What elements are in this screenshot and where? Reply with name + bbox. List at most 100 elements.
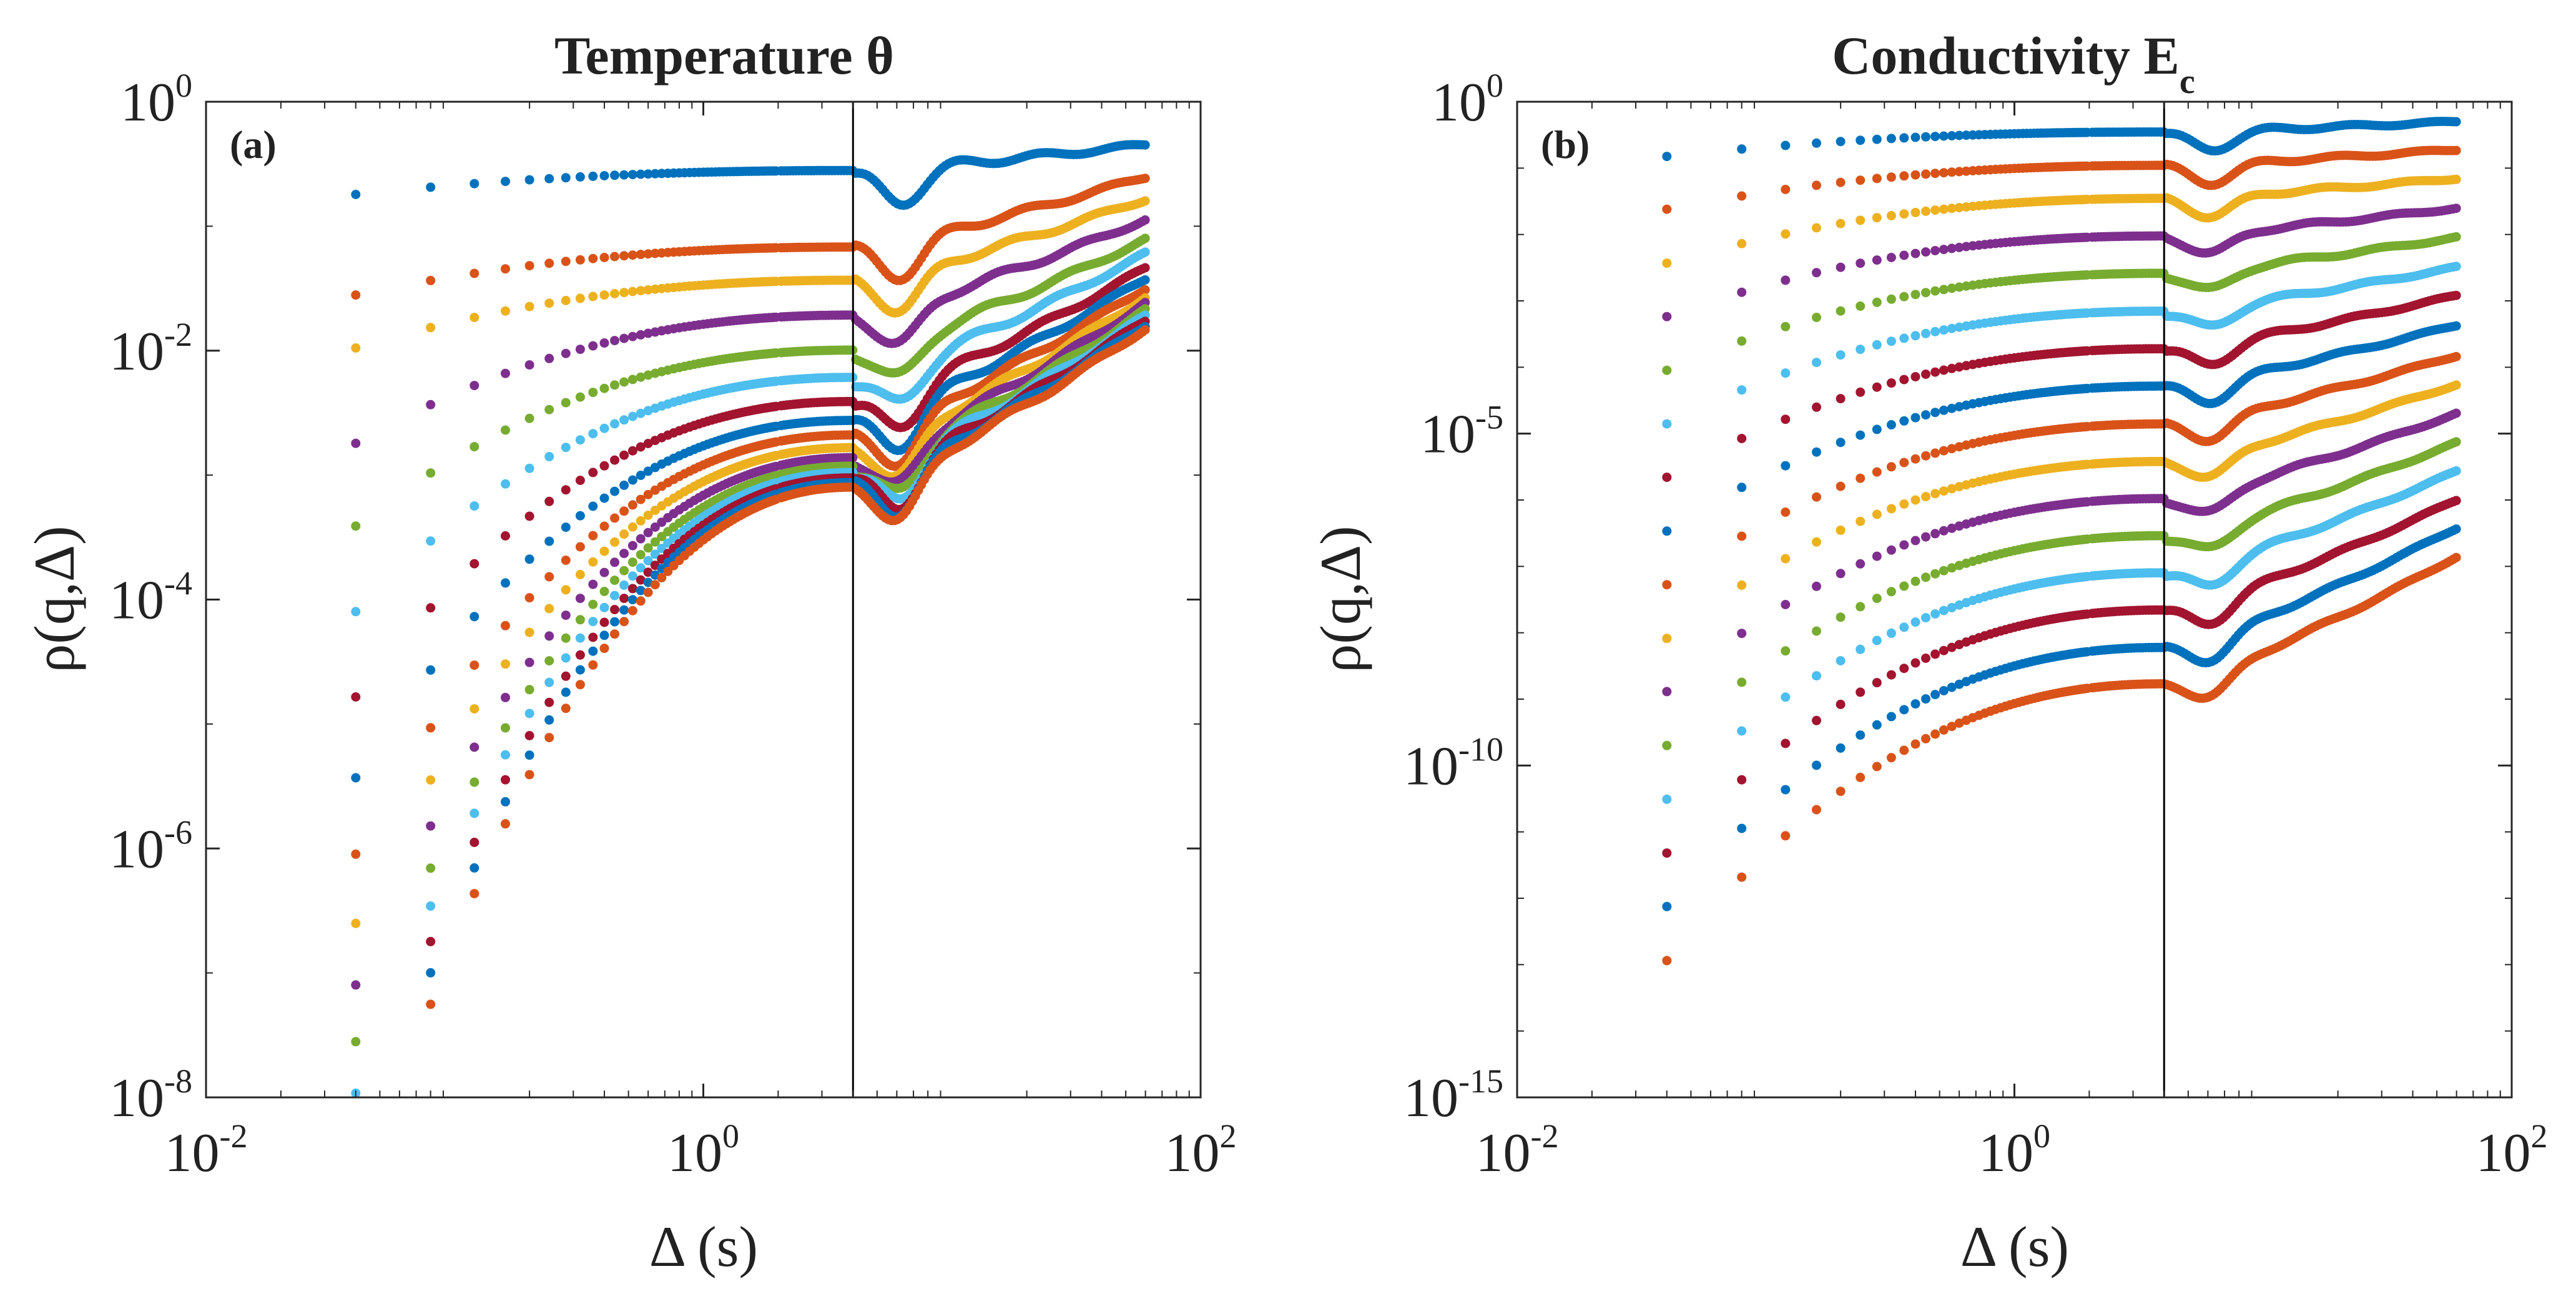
panel-b-point xyxy=(1886,587,1896,597)
panel-a-point xyxy=(627,250,637,260)
panel-a-point xyxy=(643,527,653,537)
panel-b-point xyxy=(1921,451,1930,461)
panel-b-point xyxy=(1812,138,1821,148)
panel-a-point xyxy=(619,594,629,604)
panel-b-series-q7 xyxy=(1662,290,2461,483)
panel-b-series-q1 xyxy=(1662,117,2461,162)
panel-b-point xyxy=(1781,414,1791,424)
panel-b-point xyxy=(1954,167,1964,177)
panel-a-point xyxy=(627,375,637,385)
panel-b-point xyxy=(1899,581,1909,591)
panel-a-point xyxy=(544,353,554,363)
panel-b-point xyxy=(1856,602,1866,612)
panel-b-point xyxy=(1737,677,1747,687)
panel-b-point xyxy=(1939,365,1949,375)
panel-b-point xyxy=(1856,301,1866,311)
panel-b-point xyxy=(1737,385,1747,395)
panel-b-point xyxy=(1930,448,1940,458)
panel-b-point xyxy=(1737,336,1747,346)
panel-a-point xyxy=(469,612,479,622)
panel-a-point xyxy=(588,253,598,263)
panel-b-point xyxy=(1872,467,1882,477)
panel-a-point xyxy=(1140,285,1150,295)
panel-b-point xyxy=(1899,250,1909,260)
panel-a-point xyxy=(524,301,534,311)
panel-a-point xyxy=(599,383,609,393)
panel-a-point xyxy=(636,586,646,596)
panel-a-point xyxy=(561,703,571,713)
panel-a-point xyxy=(524,750,534,760)
panel-b-point xyxy=(1921,572,1930,582)
panel-b-point xyxy=(1899,622,1909,632)
panel-a-point xyxy=(561,687,571,697)
panel-a-point xyxy=(351,773,361,783)
panel-b-point xyxy=(1947,484,1957,494)
panel-b-point xyxy=(1872,255,1882,265)
panel-a-point xyxy=(599,546,609,556)
panel-a-point xyxy=(610,605,619,614)
panel-b-point xyxy=(1954,203,1964,213)
panel-b-point xyxy=(1856,387,1866,397)
panel-b-point xyxy=(1836,612,1846,622)
panel-a-point xyxy=(619,333,629,343)
panel-b-point xyxy=(1899,333,1909,343)
panel-a-point xyxy=(627,500,637,510)
panel-a-point xyxy=(610,576,619,586)
panel-a-series-q16 xyxy=(426,325,1150,1009)
panel-a-point xyxy=(469,268,479,278)
panel-b-point xyxy=(1737,580,1747,590)
panel-a-point xyxy=(619,377,629,387)
panel-b-series-q12 xyxy=(1662,437,2461,750)
tick-exponent: -6 xyxy=(164,813,192,851)
panel-a-point xyxy=(561,556,571,565)
panel-a-point xyxy=(636,563,646,573)
panel-b-point xyxy=(1930,246,1940,255)
panel-a-point xyxy=(627,605,637,615)
panel-a-point xyxy=(610,455,619,465)
panel-b-point xyxy=(1954,242,1964,252)
panel-b-point xyxy=(1737,191,1747,201)
panel-b-point xyxy=(1872,594,1882,604)
panel-b-point xyxy=(1921,247,1930,257)
panel-b-point xyxy=(1812,537,1821,547)
panel-a-point xyxy=(426,665,436,675)
panel-b-series-q8 xyxy=(1662,321,2461,536)
panel-a-point xyxy=(627,331,637,341)
panel-b-point xyxy=(1781,229,1791,239)
panel-a-title: Temperature θ xyxy=(554,26,894,86)
panel-b-point xyxy=(2451,408,2461,418)
panel-b-point xyxy=(1886,545,1896,555)
panel-b-point xyxy=(1910,170,1920,180)
panel-b-point xyxy=(1939,204,1949,214)
panel-a-point xyxy=(619,549,629,559)
panel-b-point xyxy=(1930,286,1940,296)
panel-a-point xyxy=(619,580,629,590)
panel-b-point xyxy=(1662,740,1672,750)
panel-b-point xyxy=(1910,576,1920,586)
panel-b-point xyxy=(1662,634,1672,644)
panel-a-point xyxy=(426,603,436,613)
panel-a-marks xyxy=(351,102,1150,1098)
panel-a-point xyxy=(575,255,585,265)
panel-b-point xyxy=(1781,140,1791,150)
panel-a-point xyxy=(561,443,571,453)
panel-a-point xyxy=(544,298,554,308)
panel-b-point xyxy=(1872,382,1882,392)
panel-a-point xyxy=(351,607,361,617)
panel-b-point xyxy=(1781,185,1791,194)
panel-a-point xyxy=(627,170,637,180)
panel-a-point xyxy=(588,660,598,670)
panel-a-point xyxy=(561,257,571,267)
panel-a-point xyxy=(575,680,585,690)
panel-b-point xyxy=(1856,644,1866,654)
panel-a-point xyxy=(619,288,629,298)
panel-a-point xyxy=(575,615,585,625)
panel-a-point xyxy=(501,425,510,435)
panel-a-point xyxy=(636,550,646,560)
panel-b-point xyxy=(1910,290,1920,300)
panel-b-marks xyxy=(1662,102,2461,1097)
panel-a-point xyxy=(610,170,619,180)
panel-a-point xyxy=(1140,325,1150,335)
panel-b-point xyxy=(1954,130,1964,140)
panel-a-point xyxy=(610,486,619,496)
